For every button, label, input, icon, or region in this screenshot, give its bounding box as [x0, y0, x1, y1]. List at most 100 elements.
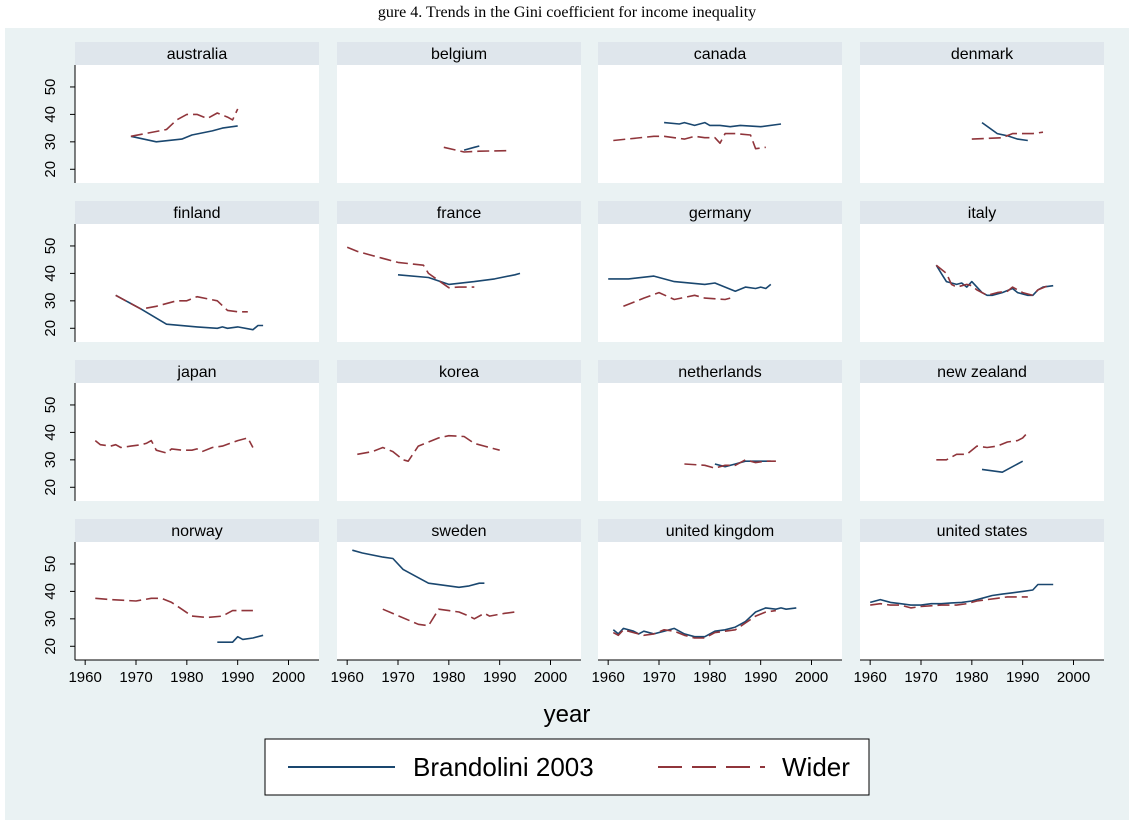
y-tick-label: 40 — [42, 106, 59, 123]
x-tick-label: 1990 — [1006, 669, 1039, 686]
panel-plot-area — [75, 65, 319, 183]
panel-strip — [598, 519, 842, 542]
panel-finland: finland 20 30 40 50 — [42, 201, 319, 342]
series-line-brandolini — [130, 125, 238, 143]
panel-plot-area — [337, 383, 581, 501]
series-line-brandolini — [935, 264, 1054, 297]
panel-canada: canada — [598, 42, 842, 183]
panel-plot-area — [598, 542, 842, 660]
series-line-wider — [613, 132, 766, 150]
series-line-wider — [935, 264, 1049, 297]
panel-plot-area — [598, 224, 842, 342]
panel-plot-area — [337, 542, 581, 660]
y-tick-label: 50 — [42, 556, 59, 573]
panel-strip — [598, 42, 842, 65]
x-tick-label: 2000 — [272, 669, 305, 686]
panel-france: france — [337, 201, 581, 342]
panel-strip — [598, 201, 842, 224]
series-line-wider — [443, 146, 510, 153]
series-line-brandolini — [115, 294, 264, 331]
x-tick-label: 1970 — [119, 669, 152, 686]
panel-plot-area — [860, 224, 1104, 342]
panel-plot-area — [860, 383, 1104, 501]
panel-korea: korea — [337, 360, 581, 501]
panel-japan: japan 20 30 40 50 — [42, 360, 319, 501]
x-tick-label: 1990 — [483, 669, 516, 686]
panel-title: sweden — [431, 523, 486, 540]
panel-strip — [337, 201, 581, 224]
panel-plot-area — [337, 65, 581, 183]
small-multiples-grid: australia 20 30 40 50 belgium canada denmark fin… — [42, 42, 1104, 686]
panel-germany: germany — [598, 201, 842, 342]
page-title: gure 4. Trends in the Gini coefficient f… — [378, 4, 756, 21]
x-tick-label: 1960 — [853, 669, 886, 686]
panel-strip — [860, 201, 1104, 224]
panel-title: norway — [171, 523, 223, 540]
panel-strip — [337, 360, 581, 383]
panel-title: korea — [439, 364, 479, 381]
x-tick-label: 2000 — [534, 669, 567, 686]
legend-label-brandolini: Brandolini 2003 — [413, 752, 594, 782]
series-line-brandolini — [608, 275, 772, 292]
panel-title: japan — [176, 364, 216, 381]
y-tick-label: 30 — [42, 451, 59, 468]
panel-belgium: belgium — [337, 42, 581, 183]
x-tick-label: 1970 — [642, 669, 675, 686]
panel-strip — [75, 360, 319, 383]
x-tick-label: 1970 — [381, 669, 414, 686]
legend-label-wider: Wider — [782, 752, 850, 782]
series-line-brandolini — [352, 549, 485, 589]
y-tick-label: 20 — [42, 638, 59, 655]
x-tick-label: 2000 — [1057, 669, 1090, 686]
series-line-brandolini — [463, 145, 480, 151]
panel-united-kingdom: united kingdom 1960 1970 1980 1990 2000 — [591, 519, 842, 686]
panel-strip — [75, 519, 319, 542]
y-tick-label: 50 — [42, 238, 59, 255]
x-tick-label: 2000 — [795, 669, 828, 686]
x-tick-label: 1980 — [432, 669, 465, 686]
panel-title: france — [437, 205, 482, 222]
panel-australia: australia 20 30 40 50 — [42, 42, 319, 183]
panel-title: denmark — [951, 46, 1014, 63]
series-line-brandolini — [397, 272, 521, 286]
series-line-wider — [382, 608, 516, 627]
series-line-brandolini — [664, 121, 782, 128]
y-tick-label: 40 — [42, 583, 59, 600]
panel-norway: norway 20 30 40 50 1960 1970 1980 1990 2000 — [42, 519, 319, 686]
x-tick-label: 1970 — [904, 669, 937, 686]
x-tick-label: 1960 — [591, 669, 624, 686]
x-tick-label: 1990 — [744, 669, 777, 686]
panel-denmark: denmark — [860, 42, 1104, 183]
series-line-wider — [936, 431, 1029, 461]
panel-title: new zealand — [937, 364, 1027, 381]
panel-plot-area — [598, 383, 842, 501]
x-axis-title: year — [544, 701, 591, 728]
y-tick-label: 30 — [42, 133, 59, 150]
panel-title: finland — [173, 205, 220, 222]
x-tick-label: 1960 — [68, 669, 101, 686]
panel-title: canada — [694, 46, 747, 63]
y-tick-label: 20 — [42, 479, 59, 496]
panel-strip — [337, 42, 581, 65]
y-tick-label: 40 — [42, 424, 59, 441]
series-line-wider — [115, 294, 248, 313]
panel-strip — [337, 519, 581, 542]
panel-title: germany — [689, 205, 751, 222]
series-line-wider — [870, 596, 1028, 609]
y-tick-label: 40 — [42, 265, 59, 282]
series-line-wider — [612, 609, 777, 639]
legend: Brandolini 2003 Wider — [264, 738, 870, 796]
series-line-wider — [357, 434, 500, 462]
panel-netherlands: netherlands — [598, 360, 842, 501]
panel-title: belgium — [431, 46, 487, 63]
series-line-wider — [346, 246, 475, 289]
series-line-wider — [94, 437, 254, 454]
panel-title: united states — [937, 523, 1028, 540]
series-line-wider — [971, 131, 1044, 140]
series-line-wider — [95, 597, 253, 619]
panel-strip — [860, 42, 1104, 65]
y-tick-label: 20 — [42, 161, 59, 178]
y-tick-label: 30 — [42, 292, 59, 309]
panel-title: united kingdom — [666, 523, 775, 540]
